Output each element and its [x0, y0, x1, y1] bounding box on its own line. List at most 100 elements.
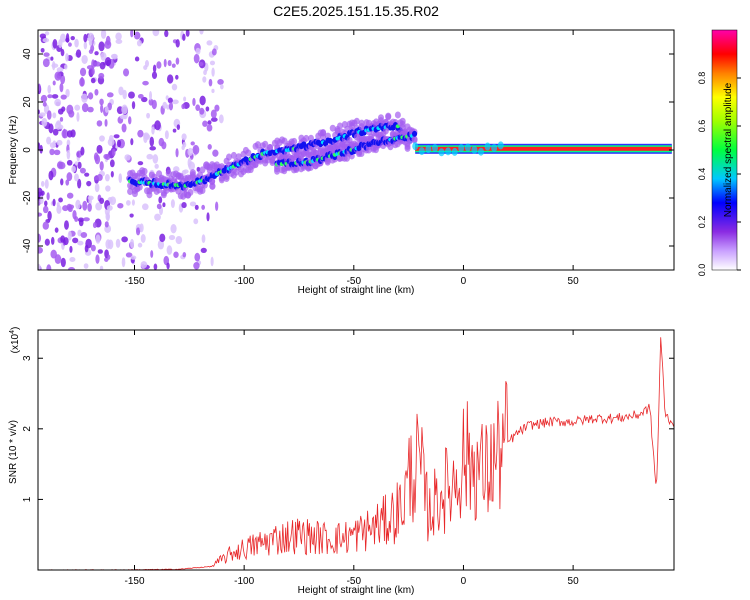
noise-blob [99, 197, 105, 204]
noise-blob [134, 56, 140, 62]
noise-blob [65, 37, 70, 43]
noise-blob [211, 48, 217, 56]
noise-blob [90, 244, 96, 252]
noise-blob [181, 133, 187, 141]
noise-blob [192, 144, 200, 155]
noise-blob [79, 167, 86, 174]
colorbar-tick-label: 0.6 [697, 120, 707, 133]
noise-blob [187, 147, 194, 156]
ridge-halo [324, 132, 331, 140]
noise-blob [171, 83, 178, 91]
noise-blob [193, 53, 200, 64]
noise-blob [94, 61, 101, 67]
snr-x-label: Height of straight line (km) [298, 585, 415, 596]
band-blob [464, 143, 471, 152]
noise-blob [60, 257, 66, 268]
ridge-halo [298, 151, 305, 159]
ridge-halo [199, 166, 206, 174]
noise-blob [66, 130, 73, 138]
noise-blob [87, 92, 94, 100]
noise-blob [187, 157, 192, 168]
noise-blob [56, 67, 64, 73]
noise-blob [40, 47, 45, 53]
noise-blob [162, 202, 166, 208]
noise-blob [99, 98, 104, 106]
noise-blob [212, 149, 219, 157]
noise-blob [190, 141, 195, 146]
noise-blob [151, 126, 155, 135]
noise-blob [96, 120, 103, 127]
noise-blob [206, 124, 213, 132]
noise-blob [208, 78, 213, 87]
noise-blob [181, 103, 186, 110]
noise-blob [152, 154, 159, 164]
spectrogram-panel: -150 -100 -50 0 50 -40 -20 0 20 40 Height of str… [8, 29, 675, 296]
noise-blob [78, 219, 84, 227]
band-blob [412, 142, 419, 151]
noise-blob [54, 121, 62, 130]
noise-blob [121, 104, 128, 115]
ridge-halo [353, 117, 360, 125]
ridge-halo [209, 177, 216, 185]
colorbar-tick-label: 0.0 [697, 264, 707, 277]
noise-blob [44, 179, 49, 189]
noise-blob [43, 52, 50, 57]
noise-blob [118, 173, 123, 184]
noise-blob [68, 267, 76, 270]
noise-blob [151, 71, 158, 80]
noise-blob [99, 265, 104, 270]
noise-blob [87, 106, 94, 113]
noise-blob [94, 183, 100, 193]
noise-blob [42, 205, 49, 214]
noise-blob [193, 262, 200, 270]
colorbar-gradient [711, 29, 738, 271]
noise-blob [46, 110, 52, 120]
noise-blob [74, 104, 81, 111]
noise-blob [209, 60, 216, 66]
snr-y-axis: 1 2 3 [22, 355, 674, 502]
band-blob [451, 147, 458, 156]
noise-blob [38, 233, 42, 243]
noise-blob [121, 123, 127, 133]
noise-blob [50, 236, 55, 245]
noise-blob [38, 246, 43, 254]
noise-blob [69, 245, 73, 253]
noise-blob [104, 57, 112, 67]
noise-blob [39, 33, 47, 39]
ridge-halo [254, 141, 261, 149]
noise-blob [172, 128, 177, 133]
noise-blob [140, 261, 148, 269]
noise-blob [137, 129, 144, 138]
noise-blob [90, 45, 95, 52]
noise-blob [66, 149, 71, 160]
ridge-halo [230, 151, 237, 159]
noise-blob [181, 169, 187, 175]
noise-blob [125, 252, 133, 258]
noise-blob [139, 223, 144, 233]
noise-blob [42, 58, 50, 68]
noise-blob [80, 146, 85, 156]
noise-blob [154, 213, 161, 221]
noise-blob [47, 210, 52, 221]
noise-blob [151, 99, 157, 110]
noise-blob [85, 238, 92, 249]
noise-blob [58, 38, 63, 49]
noise-blob [54, 254, 62, 265]
noise-blob [175, 74, 179, 80]
noise-blob [81, 103, 89, 113]
noise-blob [163, 58, 167, 68]
noise-blob [52, 128, 59, 136]
noise-blob [165, 95, 169, 101]
noise-blob [162, 101, 168, 109]
noise-blob [218, 114, 224, 124]
noise-blob [182, 33, 186, 41]
snr-y-label: SNR (10 * v/v) [8, 420, 19, 484]
noise-blob [104, 173, 110, 182]
noise-blob [146, 112, 151, 119]
noise-blob [77, 240, 84, 246]
snr-x-tick-label: 50 [568, 576, 580, 587]
noise-blob [200, 247, 207, 253]
snr-x-tick-label: -100 [234, 576, 254, 587]
ridge-halo [394, 111, 401, 119]
ridge-halo [411, 135, 418, 143]
